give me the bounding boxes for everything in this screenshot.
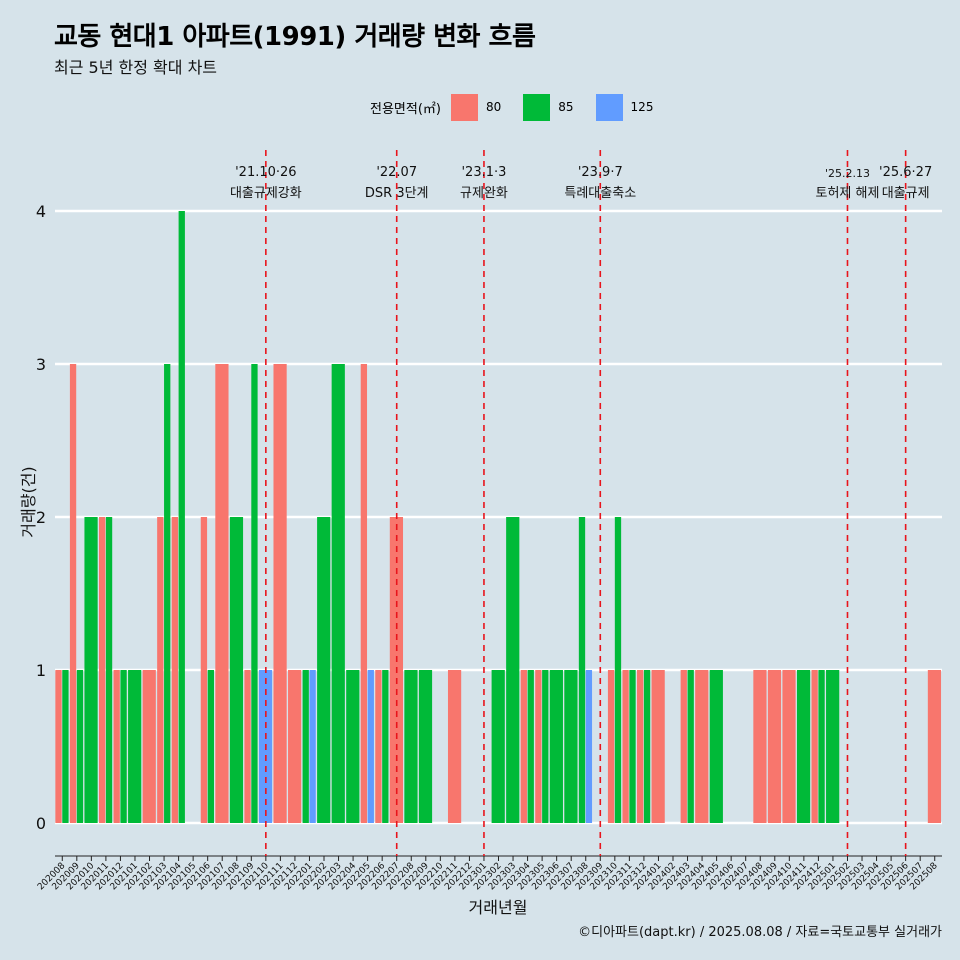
bar-202104-85: [178, 211, 185, 823]
bar-202201-125: [309, 670, 316, 823]
bar-202008-80: [55, 670, 62, 823]
bar-202310-85: [614, 517, 622, 823]
legend-title: 전용면적(㎡): [370, 101, 441, 117]
bar-202009-85: [76, 670, 84, 823]
bar-202307-85: [564, 670, 578, 823]
bar-202206-80: [375, 670, 382, 823]
bar-202012-80: [113, 670, 120, 823]
event-text-label: 토허제 해제: [816, 186, 880, 201]
bar-202409-80: [767, 670, 782, 823]
event-text-label: DSR 3단계: [365, 186, 429, 201]
bar-202202-85: [317, 517, 331, 823]
bar-202206-85: [382, 670, 389, 823]
bar-202204-85: [346, 670, 360, 823]
y-axis-title: 거래량(건): [19, 466, 38, 537]
bar-202311-85: [629, 670, 636, 823]
bar-202312-80: [637, 670, 644, 823]
bar-202102-80: [142, 670, 156, 823]
bar-202012-85: [120, 670, 127, 823]
bar-202203-85: [331, 364, 345, 823]
event-date-label: '25.6·27: [879, 165, 932, 180]
bar-202108-85: [229, 517, 244, 823]
bar-202111-80: [273, 364, 287, 823]
bar-202411-85: [796, 670, 811, 823]
chart-title: 교동 현대1 아파트(1991) 거래량 변화 흐름: [54, 22, 536, 52]
event-date-label: '21.10·26: [235, 165, 296, 180]
chart-subtitle: 최근 5년 한정 확대 차트: [54, 58, 218, 77]
bar-202103-80: [157, 517, 164, 823]
bar-202304-85: [527, 670, 534, 823]
bar-202208-85: [404, 670, 418, 823]
bar-202201-85: [302, 670, 309, 823]
bar-202305-80: [535, 670, 542, 823]
y-tick-label: 3: [36, 355, 46, 374]
legend-label-125: 125: [630, 100, 654, 114]
bar-202106-85: [207, 670, 214, 823]
bar-202009-80: [69, 364, 77, 823]
bar-202011-80: [98, 517, 106, 823]
bar-202508-80: [927, 670, 942, 823]
bar-202404-80: [695, 670, 709, 823]
legend-swatch-125: [595, 93, 623, 121]
bar-202401-80: [651, 670, 665, 823]
bar-202106-80: [200, 517, 208, 823]
bar-202209-85: [418, 670, 433, 823]
bar-202412-80: [811, 670, 818, 823]
legend: 전용면적(㎡) 80 85 125: [370, 92, 675, 122]
legend-label-80: 80: [485, 100, 502, 114]
legend-swatch-80: [450, 93, 478, 121]
bar-202308-125: [585, 670, 593, 823]
bar-202303-85: [506, 517, 520, 823]
bar-202308-85: [578, 517, 586, 823]
event-date-label: '25.2.13: [825, 167, 870, 180]
bar-202310-80: [607, 670, 615, 823]
bar-202104-80: [171, 517, 178, 823]
bar-202305-85: [542, 670, 549, 823]
bar-202107-80: [215, 364, 229, 823]
bar-202205-80: [360, 364, 368, 823]
bar-202211-80: [447, 670, 462, 823]
bar-202011-85: [105, 517, 113, 823]
bar-202501-85: [826, 670, 840, 823]
bar-202408-80: [753, 670, 767, 823]
y-tick-label: 0: [36, 814, 46, 833]
event-date-label: '22.07: [376, 165, 417, 180]
legend-label-85: 85: [558, 100, 574, 114]
event-date-label: '23.1·3: [461, 165, 506, 180]
bar-202412-85: [818, 670, 825, 823]
bar-202008-85: [62, 670, 69, 823]
event-text-label: 특례대출축소: [564, 186, 636, 201]
event-text-label: 대출규제: [882, 186, 930, 201]
bar-202304-80: [520, 670, 527, 823]
event-date-label: '23.9·7: [578, 165, 623, 180]
bar-202103-85: [164, 364, 171, 823]
bar-202109-80: [244, 670, 251, 823]
bar-202311-80: [622, 670, 629, 823]
event-text-label: 대출규제강화: [230, 186, 302, 201]
bar-202405-85: [709, 670, 723, 823]
bar-202410-80: [782, 670, 796, 823]
bar-202112-80: [288, 670, 302, 823]
y-tick-label: 2: [36, 508, 46, 527]
event-text-label: 규제완화: [460, 186, 508, 201]
y-tick-label: 4: [36, 202, 46, 221]
footer-credit: ©디아파트(dapt.kr) / 2025.08.08 / 자료=국토교통부 실…: [578, 925, 942, 940]
y-tick-label: 1: [36, 661, 46, 680]
bar-202306-85: [549, 670, 563, 823]
x-axis-title: 거래년월: [469, 898, 528, 917]
bar-202109-85: [251, 364, 258, 823]
bar-202101-85: [128, 670, 142, 823]
bar-202403-85: [687, 670, 694, 823]
bar-202010-85: [84, 517, 98, 823]
bar-202205-125: [367, 670, 374, 823]
legend-swatch-85: [523, 93, 551, 121]
bar-202403-80: [680, 670, 687, 823]
bar-202302-85: [491, 670, 505, 823]
bar-202312-85: [643, 670, 651, 823]
